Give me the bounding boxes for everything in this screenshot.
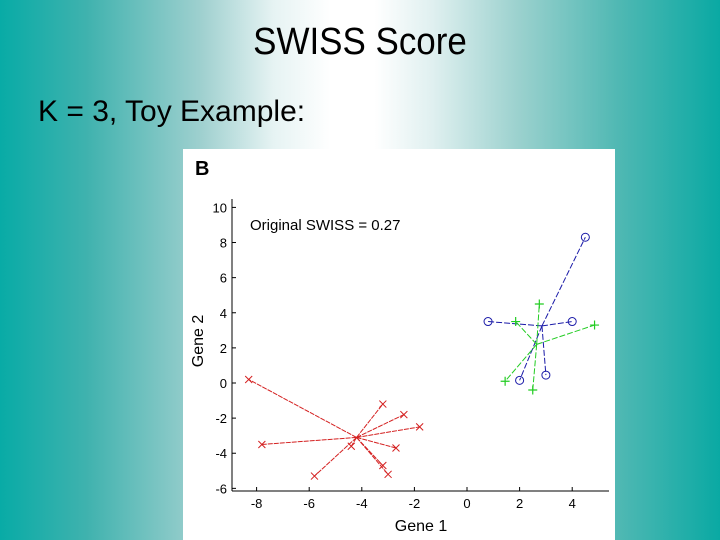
plus-marker (590, 320, 600, 330)
centroid-link (261, 436, 357, 445)
centroid-link (515, 321, 538, 345)
y-tick-label: 2 (220, 341, 227, 356)
x-marker (400, 410, 408, 419)
scatter-plot: B -8 -6 -4 -2 0 2 4 -6 -4 -2 0 2 4 6 8 10 Original SWIS… (190, 158, 609, 535)
x-axis-title: Gene 1 (395, 518, 448, 535)
x-marker (258, 440, 266, 449)
centroid-link (536, 324, 595, 345)
circle-marker (515, 375, 525, 385)
x-tick-label: -4 (356, 496, 368, 511)
series-cluster-3 (500, 299, 600, 395)
x-tick-label: 0 (463, 496, 470, 511)
plus-marker (534, 299, 544, 309)
x-marker (244, 375, 253, 384)
figure-panel: B -8 -6 -4 -2 0 2 4 -6 -4 -2 0 2 4 6 8 10 Original SWIS… (183, 149, 615, 540)
centroid-link (356, 403, 384, 438)
panel-label: B (195, 158, 209, 180)
x-marker (310, 472, 319, 480)
circle-marker (541, 370, 551, 380)
circle-marker (483, 317, 493, 327)
y-tick-label: -4 (215, 446, 227, 461)
y-tick-label: 8 (220, 236, 227, 251)
centroid-link (519, 325, 543, 381)
centroid-link (356, 437, 384, 466)
plus-marker (528, 385, 538, 395)
centroid-link (536, 303, 540, 345)
y-tick-label: 6 (220, 271, 227, 286)
x-marker (392, 444, 400, 452)
y-tick-label: 4 (220, 306, 227, 321)
data-series (244, 232, 600, 480)
x-marker (347, 442, 356, 451)
centroid-link (541, 321, 573, 327)
y-tick-label: -6 (215, 481, 227, 496)
centroid-link (356, 436, 397, 449)
centroid-link (314, 437, 357, 477)
x-marker (384, 470, 392, 479)
x-tick-label: -2 (409, 496, 421, 511)
centroid-link (487, 321, 542, 327)
x-tick-label: -6 (303, 496, 315, 511)
x-marker (415, 423, 424, 431)
centroid-link (541, 237, 586, 327)
centroid-link (356, 414, 405, 438)
slide-title: SWISS Score (253, 21, 467, 63)
plus-marker (500, 376, 510, 386)
y-tick-label: -2 (215, 411, 227, 426)
centroid-link (356, 426, 420, 438)
circle-marker (580, 232, 590, 242)
y-axis-title: Gene 2 (190, 315, 207, 368)
centroid-link (541, 325, 547, 376)
centroid-link (248, 379, 357, 438)
y-tick-label: 10 (213, 200, 227, 215)
centroid-link (356, 437, 389, 475)
circle-marker (567, 317, 577, 327)
x-tick-label: -8 (251, 496, 263, 511)
swiss-annotation: Original SWISS = 0.27 (250, 217, 400, 234)
centroid-link (532, 344, 538, 391)
x-tick-label: 2 (516, 496, 523, 511)
centroid-link (504, 344, 538, 382)
series-cluster-1 (244, 375, 424, 480)
slide-subtitle: K = 3, Toy Example: (38, 95, 306, 128)
axes: -8 -6 -4 -2 0 2 4 -6 -4 -2 0 2 4 6 8 10 (213, 199, 609, 511)
x-tick-label: 4 (569, 496, 576, 511)
x-marker (378, 461, 387, 470)
plus-marker (511, 317, 521, 327)
x-marker (378, 400, 387, 408)
series-cluster-2 (483, 232, 590, 385)
y-tick-label: 0 (220, 376, 227, 391)
